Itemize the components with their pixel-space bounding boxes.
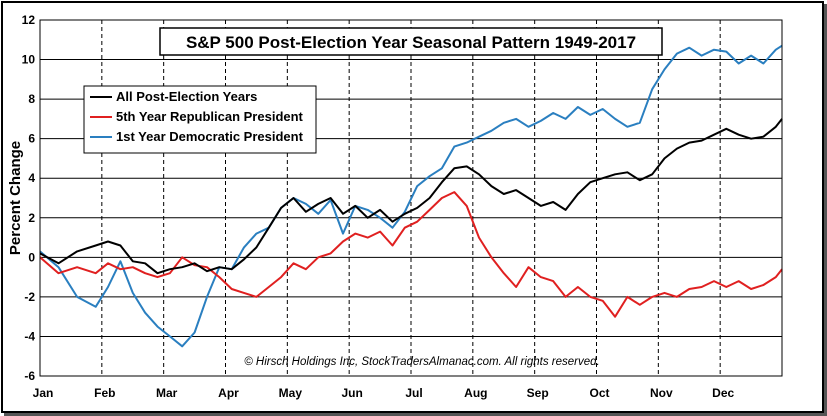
y-tick-label: 0 [28, 250, 35, 264]
plot-area-border [39, 19, 783, 377]
x-tick-label: Nov [650, 386, 673, 400]
y-tick-label: 12 [22, 13, 36, 27]
x-tick-label: Dec [712, 386, 734, 400]
x-tick-label: Feb [94, 386, 115, 400]
y-tick-label: 6 [28, 132, 35, 146]
chart-title-box: S&P 500 Post-Election Year Seasonal Patt… [159, 27, 663, 56]
y-tick-label: -4 [24, 329, 35, 343]
legend-label-2: 1st Year Democratic President [116, 129, 304, 144]
x-tick-label: Jan [33, 386, 54, 400]
x-tick-label: Jun [341, 386, 362, 400]
copyright-text: © Hirsch Holdings Inc, StockTradersAlman… [244, 356, 600, 368]
legend: All Post-Election Years 5th Year Republic… [83, 85, 317, 154]
y-tick-label: -2 [24, 290, 35, 304]
x-tick-label: Jul [405, 386, 422, 400]
x-tick-label: Aug [464, 386, 487, 400]
chart-title: S&P 500 Post-Election Year Seasonal Patt… [186, 33, 636, 52]
y-tick-label: 8 [28, 92, 35, 106]
x-tick-label: Sep [527, 386, 549, 400]
y-tick-labels: -6 -4 -2 0 2 4 6 8 10 12 [22, 13, 36, 383]
x-tick-label: Oct [589, 386, 609, 400]
legend-label-0: All Post-Election Years [116, 89, 257, 104]
x-tick-label: Mar [156, 386, 178, 400]
y-tick-label: -6 [24, 369, 35, 383]
series-line-1 [39, 191, 783, 318]
y-tick-label: 4 [28, 171, 35, 185]
series-line-2 [39, 44, 783, 348]
y-tick-label: 10 [22, 53, 36, 67]
series-layer [39, 44, 783, 348]
y-axis-label: Percent Change [7, 141, 24, 255]
legend-label-1: 5th Year Republican President [116, 109, 304, 124]
x-tick-label: Apr [218, 386, 239, 400]
x-tick-labels: Jan Feb Mar Apr May Jun Jul Aug Sep Oct Nov Dec [33, 386, 735, 400]
x-tick-label: May [279, 386, 303, 400]
series-line-0 [39, 118, 783, 275]
grid [40, 20, 782, 376]
y-tick-label: 2 [28, 211, 35, 225]
